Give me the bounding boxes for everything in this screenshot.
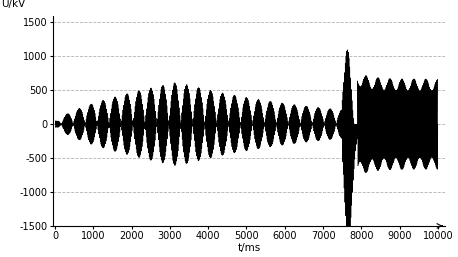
X-axis label: t/ms: t/ms (238, 243, 261, 253)
Y-axis label: U/kV: U/kV (1, 0, 26, 9)
